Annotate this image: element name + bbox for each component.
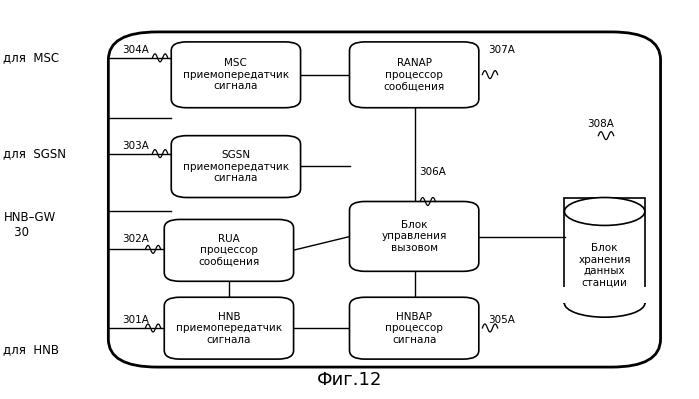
Text: 301A: 301A xyxy=(122,315,149,325)
Text: SGSN
приемопередатчик
сигнала: SGSN приемопередатчик сигнала xyxy=(183,150,289,183)
Text: для  MSC: для MSC xyxy=(3,51,59,64)
Text: HNB
приемопередатчик
сигнала: HNB приемопередатчик сигнала xyxy=(176,312,282,345)
Text: HNB–GW
   30: HNB–GW 30 xyxy=(3,211,56,239)
Text: для  SGSN: для SGSN xyxy=(3,147,66,160)
Ellipse shape xyxy=(565,198,644,225)
Text: MSC
приемопередатчик
сигнала: MSC приемопередатчик сигнала xyxy=(183,58,289,91)
Text: для  HNB: для HNB xyxy=(3,343,59,356)
Text: Блок
хранения
данных
станции: Блок хранения данных станции xyxy=(578,243,631,288)
FancyBboxPatch shape xyxy=(350,42,479,108)
Text: 307A: 307A xyxy=(488,45,514,55)
FancyBboxPatch shape xyxy=(164,219,294,281)
FancyBboxPatch shape xyxy=(350,297,479,359)
Text: RANAP
процессор
сообщения: RANAP процессор сообщения xyxy=(384,58,445,91)
Text: 305A: 305A xyxy=(488,315,514,325)
Text: 302A: 302A xyxy=(122,234,149,245)
Bar xyxy=(563,287,646,303)
Text: Фиг.12: Фиг.12 xyxy=(317,371,382,389)
Text: 304A: 304A xyxy=(122,45,149,55)
FancyBboxPatch shape xyxy=(108,32,661,367)
Text: 306A: 306A xyxy=(419,166,446,177)
Ellipse shape xyxy=(565,289,644,317)
Bar xyxy=(565,198,644,303)
Text: HNBAP
процессор
сигнала: HNBAP процессор сигнала xyxy=(385,312,443,345)
FancyBboxPatch shape xyxy=(171,42,301,108)
Text: RUA
процессор
сообщения: RUA процессор сообщения xyxy=(199,234,259,267)
Text: Блок
управления
вызовом: Блок управления вызовом xyxy=(382,220,447,253)
FancyBboxPatch shape xyxy=(350,201,479,271)
Text: 303A: 303A xyxy=(122,140,149,151)
FancyBboxPatch shape xyxy=(164,297,294,359)
FancyBboxPatch shape xyxy=(171,136,301,198)
Text: 308A: 308A xyxy=(587,119,614,129)
